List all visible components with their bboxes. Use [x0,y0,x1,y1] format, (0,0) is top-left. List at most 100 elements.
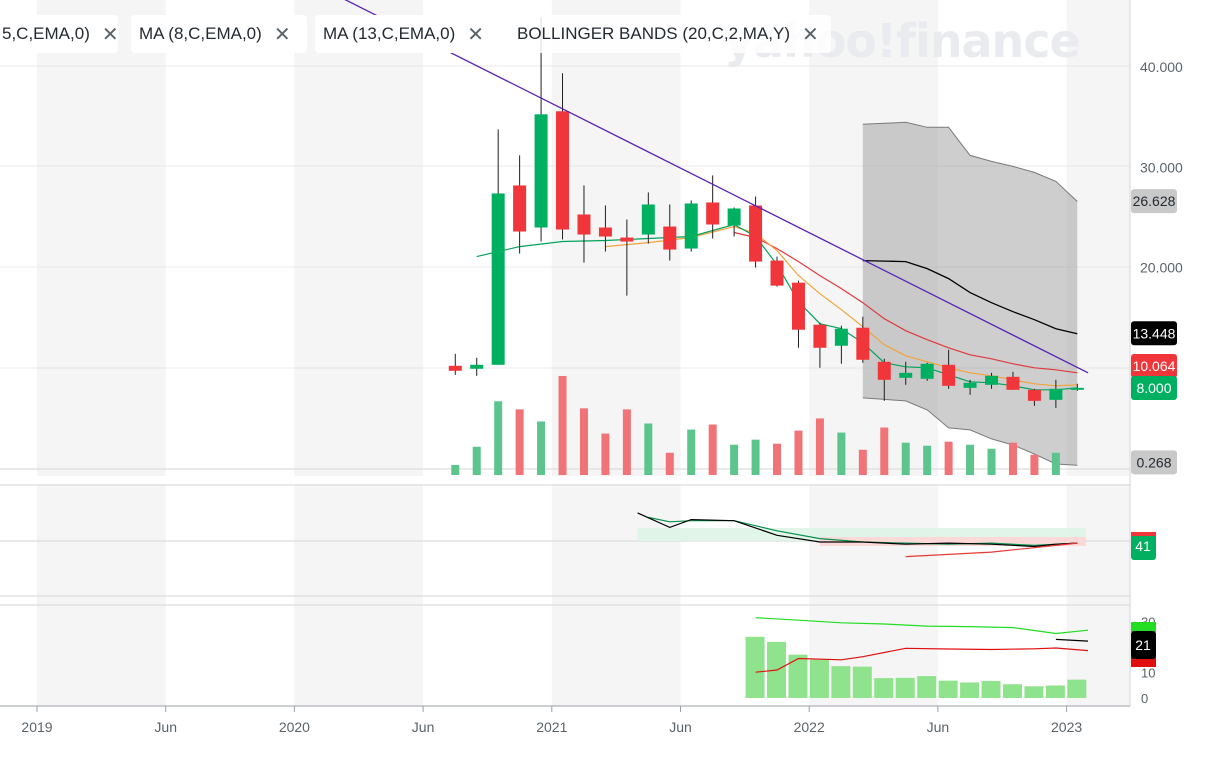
directional-bar [745,636,765,698]
candle-down [856,327,870,360]
candle-up [834,328,848,346]
indicator-label: MA (13,C,EMA,0) [323,24,456,43]
y-tick-label: 40.000 [1140,59,1183,75]
volume-bar [1051,452,1060,475]
candle-up [899,372,913,378]
x-tick-label: 2020 [279,719,310,735]
indicator-pill-ma8[interactable]: MA (8,C,EMA,0) ✕ [131,15,307,53]
osc-red-zone [819,537,1086,541]
y-tick-label: 20.000 [1140,260,1183,276]
x-tick-label: 2022 [794,719,825,735]
candle-up [470,364,484,369]
volume-bar [579,408,588,475]
price-labels: 26.628 13.448 10.064 8.000 0.268 41 21 [1131,189,1177,667]
x-tick-label: Jun [154,719,177,735]
candle-down [1006,376,1020,390]
candle-down [620,237,634,242]
directional-bar [917,676,937,698]
candle-down [663,226,677,250]
panel-gap [0,476,1130,484]
candle-down [770,260,784,286]
volume-bar [751,439,760,475]
candle-up [534,114,548,228]
volume-bars [451,376,1060,475]
volume-bar [451,464,460,475]
price-label-bg [1131,321,1177,346]
directional-bar [981,680,1001,698]
volume-bar [665,452,674,475]
bollinger-bands [862,121,1078,466]
volume-bar [880,427,889,475]
price-label: 8.000 [1136,380,1171,396]
directional-bar [960,682,980,698]
close-icon[interactable]: ✕ [467,23,485,46]
volume-bar [815,418,824,475]
directional-latest-label: 21 [1135,637,1151,653]
indicator-label: MA (8,C,EMA,0) [139,24,262,43]
shade-band [551,0,681,706]
volume-bar [944,441,953,475]
volume-bar [515,409,524,475]
volume-bar [1008,442,1017,475]
candle-up [684,203,698,249]
volume-bar [558,376,567,475]
candle-down [448,365,462,371]
y-tick-label: 30.000 [1140,159,1183,175]
directional-green-line [755,617,1089,635]
directional-bar [852,666,872,698]
directional-bar [809,659,829,698]
volume-bar [494,401,503,475]
candle-down [513,185,527,232]
directional-bar [1024,686,1044,698]
osc-latest-label: 41 [1135,538,1151,554]
directional-bar [938,680,958,698]
osc-label-accent [1131,532,1156,536]
x-tick-label: 2023 [1051,719,1082,735]
candle-down [749,205,763,262]
candlesticks[interactable] [448,17,1084,408]
volume-bar [858,449,867,475]
close-icon[interactable]: ✕ [101,23,119,46]
price-label: 26.628 [1133,193,1176,209]
volume-bar [537,421,546,475]
candle-down [1027,389,1041,401]
price-label: 13.448 [1133,325,1176,341]
bollinger-fill [862,122,1078,466]
volume-bar [923,445,932,475]
volume-bar [794,430,803,475]
price-label-bg [1131,376,1177,400]
candle-up [1070,387,1084,390]
candle-up [985,375,999,385]
volume-bar [773,443,782,475]
close-icon[interactable]: ✕ [802,23,819,46]
volume-bar [730,444,739,475]
candle-up [963,382,977,388]
candle-up [1049,388,1063,400]
shade-band [294,0,424,706]
oscillator-panel [637,512,1086,558]
directional-bar [1045,685,1065,698]
candle-up [641,204,655,235]
bollinger-lower [862,397,1078,466]
volume-bar [987,448,996,475]
candle-down [598,227,612,237]
directional-y-tick-label: 10 [1141,666,1155,681]
indicator-pill-bollinger[interactable]: BOLLINGER BANDS (20,C,2,MA,Y) ✕ [509,15,831,53]
directional-label-accent [1131,622,1156,632]
close-icon[interactable]: ✕ [273,23,291,46]
price-label-bg [1131,189,1177,214]
price-label-bg [1131,450,1177,475]
volume-bar [622,409,631,475]
candle-down [942,364,956,386]
price-label-bg [1131,354,1177,378]
directional-bar [874,678,894,698]
directional-bar [788,654,808,698]
indicator-pill-ema5[interactable]: 5,C,EMA,0) ✕ [0,15,119,53]
x-tick-label: 2021 [536,719,567,735]
price-label: 0.268 [1136,454,1171,470]
price-label: 10.064 [1133,358,1176,374]
indicator-pill-ma13[interactable]: MA (13,C,EMA,0) ✕ [315,15,499,53]
directional-bar [831,666,851,698]
candle-down [791,282,805,330]
